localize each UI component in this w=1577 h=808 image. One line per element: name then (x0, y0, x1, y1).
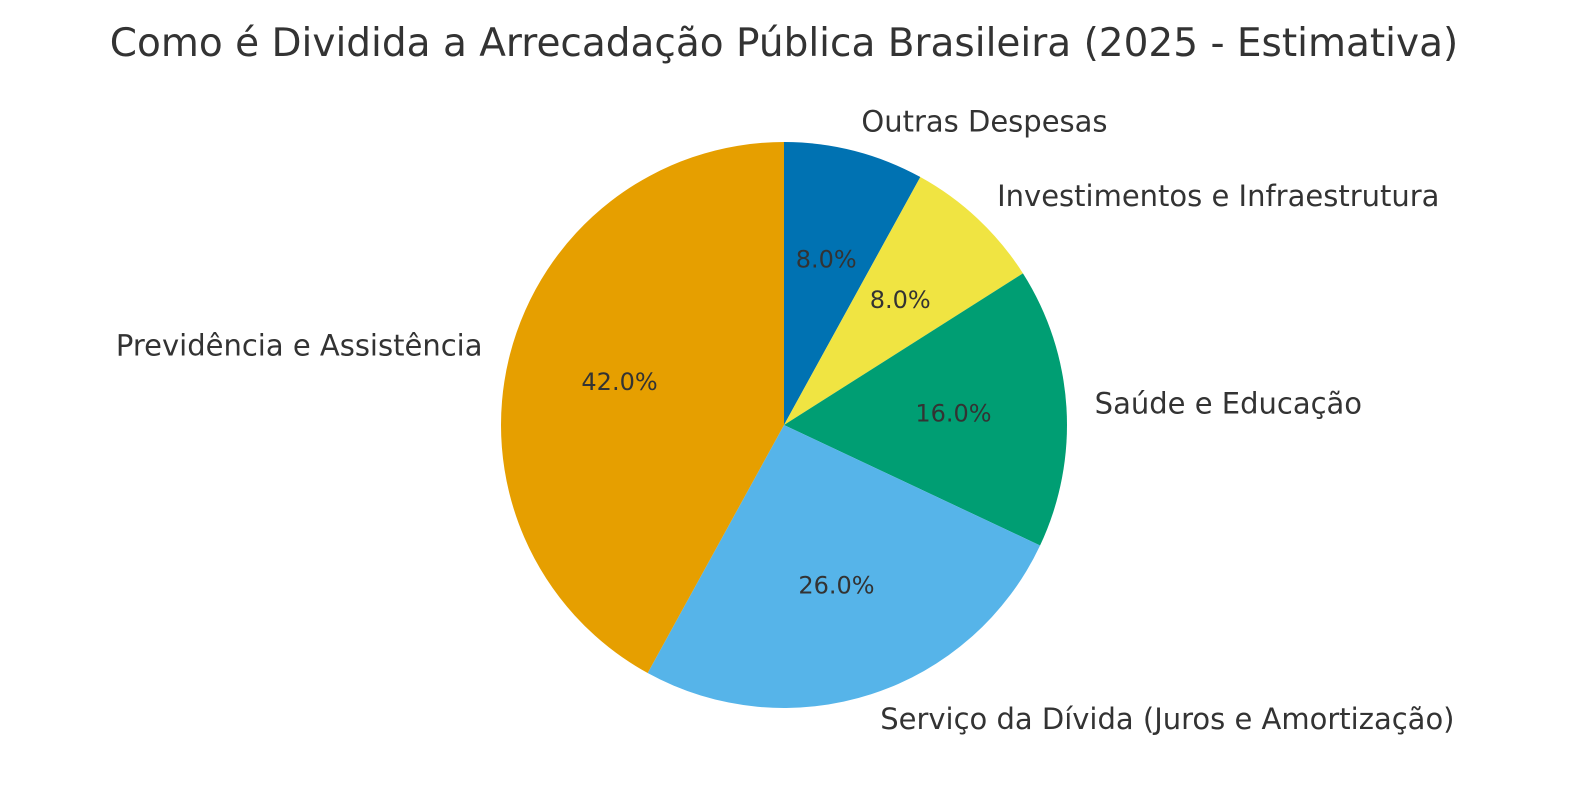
pie-slice (784, 273, 1067, 546)
pie-slice (784, 142, 921, 425)
pie-slice (784, 177, 1023, 425)
pie-slice (501, 142, 784, 673)
slice-label: Serviço da Dívida (Juros e Amortização) (880, 702, 1454, 736)
slice-percent-label: 26.0% (798, 571, 874, 599)
chart-title: Como é Dividida a Arrecadação Pública Br… (110, 21, 1458, 66)
slice-label: Investimentos e Infraestrutura (997, 179, 1439, 213)
slice-percent-label: 8.0% (870, 286, 931, 314)
slice-label: Saúde e Educação (1095, 386, 1362, 420)
slice-percent-label: 16.0% (915, 399, 991, 427)
slice-percent-label: 42.0% (581, 368, 657, 396)
slice-label: Previdência e Assistência (116, 329, 483, 363)
pie-slice (647, 425, 1041, 709)
slice-label: Outras Despesas (861, 104, 1107, 138)
slice-percent-label: 8.0% (796, 246, 857, 274)
